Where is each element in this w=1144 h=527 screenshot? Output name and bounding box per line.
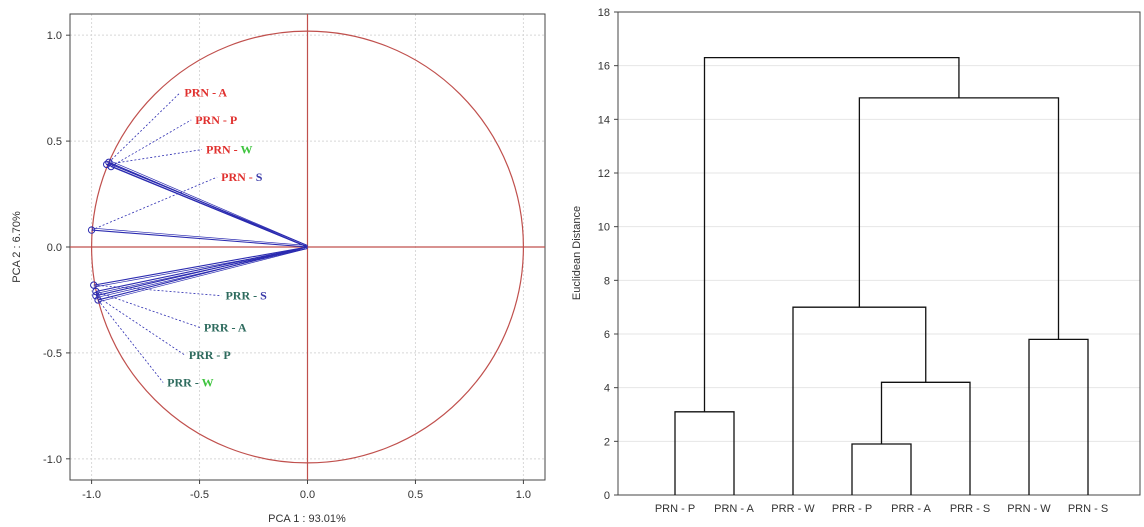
pca-vector-shadow [95,248,308,299]
dendrogram-link [703,56,960,412]
pca-x-tick-label: -1.0 [82,489,101,501]
dendrogram-y-tick-label: 6 [604,329,610,341]
dendrogram-panel: 0 2 4 6 8 10 12 14 16 18 PRN - P PRN - A PRR - W PRR… [571,7,1141,515]
pca-point-label: PRR - S [225,289,267,303]
pca-y-tick-label: -1.0 [43,454,62,466]
pca-vector [91,229,308,248]
dendrogram-link [880,381,971,495]
dendrogram-y-tick-label: 18 [598,7,610,19]
pca-point-label: PRR - A [204,320,247,334]
pca-label-leader [108,92,181,163]
dendrogram-ticks: 0 2 4 6 8 10 12 14 16 18 [598,7,618,502]
dendrogram-y-tick-label: 0 [604,490,610,502]
pca-vector [97,246,308,301]
dendrogram-y-tick-label: 2 [604,436,610,448]
dendrogram-leaf-label: PRR - W [771,503,815,515]
dendrogram-link [674,411,735,495]
pca-label-leader [97,299,164,383]
pca-panel: PRN - A PRN - P PRN - W PRN - S PRR - S PRR -… [11,13,546,525]
pca-point-label: PRN - P [195,113,237,127]
dendrogram-y-axis-label: Euclidean Distance [571,206,583,300]
dendrogram-grid [618,11,1140,496]
pca-y-axis-label: PCA 2 : 6.70% [11,211,23,283]
dendrogram-link [792,306,927,495]
pca-vector [93,246,308,286]
dendrogram-link [1028,338,1089,495]
dendrogram-leaf-labels: PRN - P PRN - A PRR - W PRR - P PRR - A PRR -… [655,503,1108,515]
pca-label-leader [91,176,218,231]
pca-vector [95,246,308,297]
pca-label-leader [106,149,203,165]
dendrogram-link [858,97,1060,340]
pca-point [107,162,115,171]
pca-label-leader [95,295,185,356]
pca-point [92,292,100,300]
dendrogram-y-tick-label: 4 [604,383,610,395]
pca-point [103,160,111,169]
pca-vector-shadow [106,162,308,246]
pca-vector [106,163,308,248]
unit-circle [90,30,525,464]
pca-point [87,226,96,234]
pca-point-label: PRR - P [189,348,231,362]
pca-point-label: PRR - W [167,376,213,390]
pca-point [90,281,98,289]
pca-y-tick-label: -0.5 [43,348,62,360]
pca-x-tick-label: 0.0 [300,489,315,501]
dendrogram-y-tick-label: 12 [598,168,610,180]
dendrogram-leaf-label: PRR - A [891,503,931,515]
pca-y-tick-label: 1.0 [47,30,62,42]
pca-label-leader [93,284,222,297]
dendrogram-links [674,56,1089,495]
pca-x-tick-label: -0.5 [190,489,209,501]
pca-vector-shadow [91,227,308,246]
dendrogram-y-tick-label: 16 [598,61,610,73]
pca-x-axis-label: PCA 1 : 93.01% [268,513,346,525]
pca-label-leader [110,119,192,167]
pca-point-label: PRN - W [206,143,252,157]
dendrogram-leaf-label: PRN - P [655,503,695,515]
dendrogram-y-tick-label: 10 [598,222,610,234]
pca-y-tick-label: 0.5 [47,136,62,148]
pca-x-tick-label: 1.0 [516,489,531,501]
pca-y-tick-label: 0.0 [47,242,62,254]
pca-point-label: PRN - S [221,170,263,184]
pca-vector-shadow [108,159,308,246]
dendrogram-leaf-label: PRR - S [950,503,990,515]
pca-point [92,287,100,296]
pca-point [94,296,102,304]
pca-variable-labels: PRN - A PRN - P PRN - W PRN - S PRR - S PRR -… [167,85,267,389]
dendrogram-leaf-label: PRN - S [1068,503,1108,515]
pca-x-tick-label: 0.5 [408,489,423,501]
pca-point-label: PRN - A [184,85,227,99]
pca-vector-shadow [97,248,308,303]
dendrogram-link [851,443,912,495]
pca-ticks: -1.0 -1.0 -0.5 -0.5 0.0 0.0 0.5 0.5 1.0 1.0 [43,30,531,501]
pca-vector [95,246,308,293]
pca-vectors [87,92,308,383]
dendrogram-y-tick-label: 14 [598,114,610,126]
dendrogram-leaf-label: PRN - W [1007,503,1051,515]
dendrogram-plot-frame [617,11,1141,496]
dendrogram-y-tick-label: 8 [604,275,610,287]
dendrogram-leaf-label: PRR - P [832,503,872,515]
dendrogram-leaf-label: PRN - A [714,503,754,515]
